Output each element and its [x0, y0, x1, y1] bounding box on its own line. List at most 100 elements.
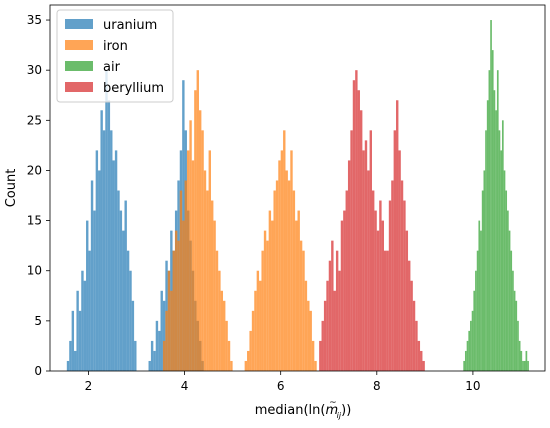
histogram-bar: [335, 250, 339, 371]
histogram-bar: [505, 190, 508, 371]
histogram-bar: [160, 290, 163, 371]
histogram-bar: [517, 320, 519, 371]
x-label-subscript: ij: [337, 411, 342, 420]
histogram-bar: [297, 210, 300, 371]
histogram-bar: [254, 290, 257, 371]
histogram-bar: [167, 270, 171, 371]
histogram-bar: [309, 310, 312, 371]
histogram-bar: [81, 270, 84, 371]
histogram-bar: [283, 130, 286, 371]
series-iron: [162, 70, 317, 372]
histogram-bar: [153, 350, 156, 371]
histogram-bar: [69, 340, 72, 371]
histogram-bar: [280, 150, 284, 371]
histogram-bar: [148, 360, 151, 371]
legend-label: air: [103, 60, 121, 75]
histogram-bar: [475, 270, 477, 371]
histogram-bar: [124, 200, 127, 371]
histogram-bar: [271, 220, 274, 371]
histogram-bar: [518, 340, 521, 371]
histogram-bar: [512, 270, 514, 371]
histogram-bar: [522, 360, 524, 371]
histogram-bar: [381, 220, 384, 371]
histogram-bar: [345, 190, 348, 371]
histogram-bar: [304, 280, 308, 371]
histogram-bar: [76, 290, 79, 371]
histogram-bar: [398, 150, 401, 371]
histogram-bar: [488, 70, 491, 372]
histogram-bar: [490, 20, 492, 371]
histogram-bar: [247, 350, 250, 371]
histogram-bar: [78, 310, 82, 371]
histogram-bar: [213, 220, 216, 371]
histogram-bar: [463, 360, 465, 371]
legend-swatch: [65, 19, 93, 29]
histogram-bar: [174, 230, 178, 371]
histogram-bar: [374, 210, 377, 371]
histogram-bar: [422, 360, 425, 371]
histogram-bar: [391, 180, 394, 371]
histogram-bar: [196, 70, 199, 372]
histogram-bar: [319, 340, 322, 371]
histogram-bar: [393, 130, 397, 371]
y-tick-label: 5: [34, 314, 42, 328]
x-tick-label: 4: [181, 379, 189, 393]
histogram-bar: [321, 320, 324, 371]
histogram-bar: [302, 250, 305, 371]
histogram-bar: [290, 150, 293, 371]
histogram-bar: [170, 290, 173, 371]
histogram-bar: [513, 290, 516, 371]
histogram-bar: [90, 180, 94, 371]
axes: [49, 4, 546, 372]
histogram-bar: [244, 360, 248, 371]
plot-frame: [49, 4, 546, 372]
histogram-bar: [268, 210, 272, 371]
histogram-bar: [500, 150, 502, 371]
histogram-bar: [476, 250, 479, 371]
x-label-prefix: median(ln(: [255, 403, 326, 418]
histogram-bar: [66, 360, 70, 371]
histogram-bar: [371, 190, 375, 371]
x-label-symbol: m: [325, 403, 338, 418]
histogram-bar: [468, 330, 471, 371]
histogram-bar: [117, 190, 120, 371]
histogram-bar: [367, 170, 370, 371]
histogram-bar: [218, 270, 221, 371]
x-tick-label: 2: [85, 379, 93, 393]
histogram-bar: [105, 70, 108, 372]
x-tick-label: 8: [373, 379, 381, 393]
histogram-bar: [194, 90, 197, 371]
histogram-bar: [323, 300, 327, 371]
histogram-bar: [415, 320, 418, 371]
histogram-bar: [129, 270, 132, 371]
histogram-bar: [225, 320, 228, 371]
histogram-bar: [525, 350, 528, 371]
histogram-bar: [384, 250, 387, 371]
histogram-bar: [307, 300, 310, 371]
histogram-bar: [102, 130, 106, 371]
histogram-bar: [364, 140, 368, 371]
histogram-bar: [295, 220, 298, 371]
histogram-bar: [331, 240, 334, 371]
histogram-bar: [338, 270, 341, 371]
histogram-bar: [179, 190, 183, 371]
y-tick-label: 35: [27, 13, 42, 27]
histogram-bar: [71, 310, 75, 371]
histogram-bar: [119, 210, 123, 371]
histogram-bar: [184, 180, 187, 371]
histogram-bar: [478, 220, 481, 371]
histogram-bar: [261, 250, 264, 371]
histogram-bar: [206, 190, 209, 371]
histogram-bar: [355, 70, 358, 372]
histogram-bar: [493, 90, 496, 371]
series-beryllium: [319, 70, 425, 372]
histogram-bar: [74, 350, 77, 371]
x-label-suffix: )): [341, 403, 351, 418]
histogram-bar: [256, 270, 260, 371]
histogram-bar: [405, 230, 409, 371]
histogram-bar: [285, 170, 288, 371]
histogram-bar: [158, 330, 161, 371]
x-axis-label: median(ln(m~ij)): [255, 398, 352, 420]
histogram-bar: [495, 110, 497, 371]
